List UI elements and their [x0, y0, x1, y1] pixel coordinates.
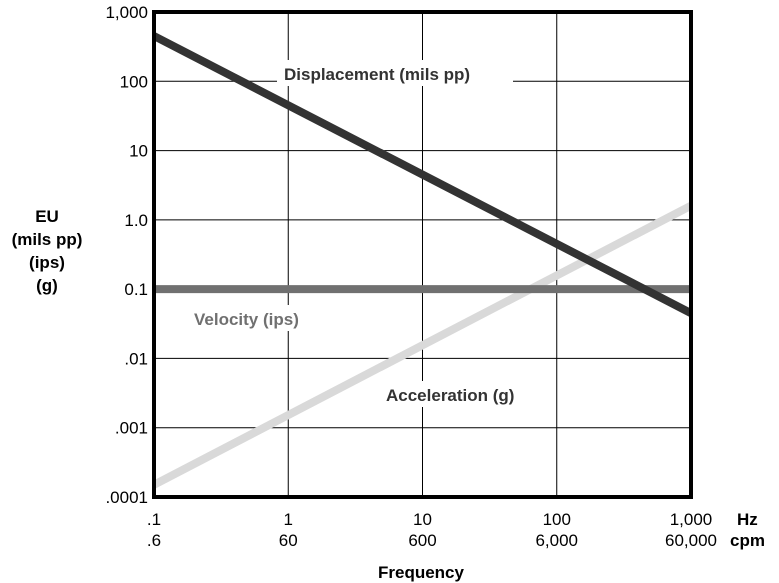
- x-tick-label-cpm: .6: [147, 531, 161, 550]
- y-tick-label: 1,000: [105, 3, 148, 22]
- displacement-label-bg: [277, 60, 513, 86]
- x-tick-label-hz: 10: [413, 510, 432, 529]
- y-tick-label: 10: [129, 142, 148, 161]
- y-tick-label: 1.0: [124, 211, 148, 230]
- velocity-series-label: Velocity (ips): [194, 310, 299, 329]
- y-tick-labels: .0001 .001 .01 0.1 1.0 10 100 1,000: [105, 3, 148, 507]
- x-tick-label-cpm: 600: [408, 531, 436, 550]
- x-unit-cpm: cpm: [730, 531, 765, 550]
- y-axis-label-line: EU: [35, 207, 59, 226]
- x-tick-label-hz: 1,000: [670, 510, 713, 529]
- series-line: [152, 32, 693, 317]
- x-tick-label-hz: .1: [147, 510, 161, 529]
- displacement-series-label: Displacement (mils pp): [284, 65, 470, 84]
- velocity-label-bg: [186, 305, 336, 331]
- series-lines: [152, 32, 693, 489]
- y-axis-label: EU (mils pp) (ips) (g): [12, 207, 83, 295]
- x-tick-label-cpm: 60,000: [665, 531, 717, 550]
- x-axis-label: Frequency: [378, 563, 465, 582]
- x-tick-labels: .1 .6 1 60 10 600 100 6,000 1,000 60,000: [147, 510, 717, 550]
- acceleration-series-label: Acceleration (g): [386, 386, 514, 405]
- y-tick-label: 100: [120, 72, 148, 91]
- series-line: [152, 202, 693, 489]
- x-tick-label-hz: 100: [543, 510, 571, 529]
- x-tick-label-cpm: 6,000: [535, 531, 578, 550]
- y-tick-label: .001: [115, 419, 148, 438]
- x-unit-hz: Hz: [737, 510, 758, 529]
- x-tick-label-hz: 1: [284, 510, 293, 529]
- y-axis-label-line: (mils pp): [12, 230, 83, 249]
- y-axis-label-line: (ips): [29, 253, 65, 272]
- y-tick-label: .0001: [105, 488, 148, 507]
- acceleration-label-bg: [378, 381, 548, 407]
- x-tick-label-cpm: 60: [279, 531, 298, 550]
- y-tick-label: .01: [124, 349, 148, 368]
- plot-frame: [152, 10, 693, 499]
- y-axis-label-line: (g): [36, 276, 58, 295]
- y-tick-label: 0.1: [124, 280, 148, 299]
